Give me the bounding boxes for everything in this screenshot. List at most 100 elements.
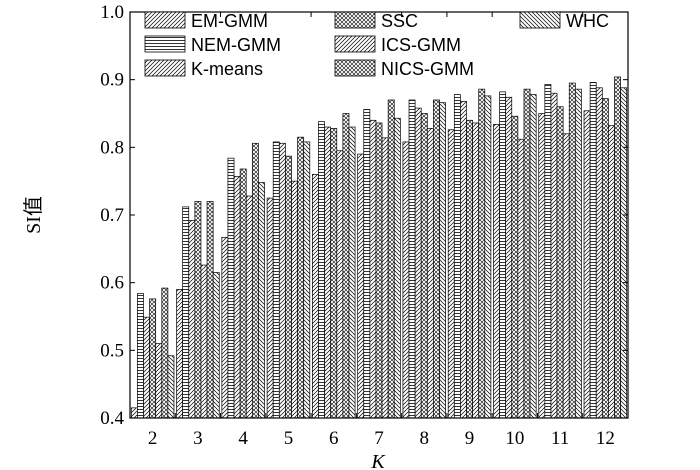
- bar-whc-k8: [439, 102, 446, 419]
- bar-whc-k4: [258, 182, 265, 419]
- bar-ics-gmm-k5: [291, 180, 298, 419]
- legend-label-ics-gmm: ICS-GMM: [381, 35, 461, 55]
- bar-ssc-k12: [601, 98, 609, 419]
- bar-ics-gmm-k4: [245, 195, 253, 419]
- bar-ics-gmm-k7: [381, 137, 389, 419]
- legend-swatch-ics-gmm: [334, 35, 376, 53]
- legend-swatch-k-means: [144, 59, 186, 77]
- bar-ssc-k5: [285, 155, 292, 419]
- bar-nem-gmm-k9: [453, 94, 461, 419]
- x-tick-label: 2: [148, 428, 158, 449]
- bar-ssc-k10: [511, 115, 519, 419]
- bar-ics-gmm-k8: [426, 128, 434, 419]
- bar-em-gmm-k4: [221, 236, 229, 419]
- x-tick-label: 8: [420, 428, 430, 449]
- x-tick-label: 6: [329, 428, 339, 449]
- legend-label-nics-gmm: NICS-GMM: [381, 59, 474, 79]
- bar-nem-gmm-k8: [408, 99, 416, 419]
- bar-ics-gmm-k2: [155, 343, 163, 419]
- bar-ics-gmm-k3: [200, 264, 208, 419]
- x-tick-label: 10: [505, 428, 524, 449]
- y-axis-label: SI值: [22, 196, 45, 234]
- bar-nics-gmm-k6: [342, 113, 350, 419]
- bar-whc-k6: [348, 126, 356, 419]
- bar-nem-gmm-k11: [544, 84, 552, 419]
- bar-em-gmm-k11: [538, 113, 546, 419]
- x-tick-label: 9: [465, 428, 475, 449]
- legend-label-whc: WHC: [566, 11, 609, 31]
- bar-em-gmm-k12: [583, 110, 591, 419]
- bar-ssc-k6: [330, 128, 338, 419]
- bar-ssc-k4: [239, 168, 247, 419]
- bar-nics-gmm-k11: [568, 82, 576, 419]
- legend-swatch-em-gmm: [144, 11, 186, 29]
- bar-nem-gmm-k10: [499, 91, 507, 419]
- bar-ssc-k11: [556, 106, 564, 419]
- x-tick-label: 7: [374, 428, 384, 449]
- bar-nem-gmm-k3: [182, 206, 190, 419]
- x-tick-label: 4: [238, 428, 248, 449]
- legend-swatch-nem-gmm: [144, 35, 186, 53]
- bar-k-means-k4: [233, 176, 241, 419]
- bar-whc-k3: [212, 272, 220, 419]
- bar-whc-k12: [620, 87, 628, 419]
- legend-swatch-whc: [519, 11, 561, 29]
- bar-em-gmm-k9: [447, 129, 455, 419]
- bar-nics-gmm-k9: [478, 88, 486, 419]
- bar-k-means-k7: [369, 119, 377, 419]
- bar-nem-gmm-k12: [589, 82, 597, 419]
- y-tick-label: 0.6: [100, 273, 124, 294]
- bar-em-gmm-k5: [266, 197, 274, 419]
- bar-em-gmm-k8: [402, 141, 410, 419]
- legend-label-k-means: K-means: [191, 59, 263, 79]
- bar-k-means-k8: [414, 107, 422, 419]
- bar-nem-gmm-k6: [318, 121, 325, 419]
- bar-nics-gmm-k8: [433, 99, 440, 419]
- bar-whc-k5: [303, 141, 311, 419]
- bar-whc-k2: [167, 355, 175, 419]
- bar-k-means-k11: [550, 92, 558, 419]
- bar-ssc-k2: [149, 298, 157, 419]
- y-tick-label: 0.9: [100, 70, 124, 91]
- bar-k-means-k2: [143, 316, 150, 419]
- bar-ics-gmm-k12: [608, 125, 615, 419]
- y-tick-label: 0.4: [100, 408, 124, 429]
- bar-ics-gmm-k10: [517, 138, 525, 419]
- bar-em-gmm-k6: [312, 174, 319, 419]
- bar-k-means-k9: [460, 100, 467, 419]
- legend-swatch-ssc: [334, 11, 376, 29]
- x-tick-label: 3: [193, 428, 203, 449]
- bar-nem-gmm-k5: [272, 141, 280, 419]
- bar-ssc-k7: [375, 122, 383, 419]
- y-tick-label: 0.7: [100, 205, 124, 226]
- bar-k-means-k12: [595, 87, 603, 419]
- bar-nics-gmm-k5: [297, 136, 305, 419]
- bar-em-gmm-k10: [493, 123, 500, 419]
- bar-ics-gmm-k11: [562, 133, 570, 419]
- bar-em-gmm-k3: [176, 289, 184, 419]
- y-tick-label: 0.8: [100, 137, 124, 158]
- legend-label-em-gmm: EM-GMM: [191, 11, 268, 31]
- bar-k-means-k6: [324, 126, 332, 419]
- legend-swatch-nics-gmm: [334, 59, 376, 77]
- x-tick-label: 11: [551, 428, 569, 449]
- bar-whc-k10: [529, 94, 537, 419]
- legend: EM-GMM NEM-GMM K-means SSC ICS-GMM NICS-GMM WH…: [144, 11, 609, 79]
- bar-em-gmm-k2: [130, 407, 138, 419]
- bar-whc-k9: [484, 95, 492, 419]
- bar-nem-gmm-k2: [137, 293, 144, 419]
- bar-nics-gmm-k4: [251, 142, 259, 419]
- bar-k-means-k3: [188, 220, 196, 419]
- bar-k-means-k5: [278, 142, 286, 419]
- bar-k-means-k10: [505, 96, 513, 419]
- y-tick-label: 0.5: [100, 340, 124, 361]
- bar-ssc-k8: [420, 113, 428, 419]
- x-tick-label: 12: [596, 428, 615, 449]
- bar-em-gmm-k7: [357, 153, 365, 419]
- legend-label-nem-gmm: NEM-GMM: [191, 35, 281, 55]
- bar-whc-k11: [574, 88, 582, 419]
- plot-area: 0.4 0.5 0.6 0.7 0.8 0.9 1.0 2 3 4 5 6 7 8 9 10 11 12: [100, 2, 629, 449]
- bar-whc-k7: [393, 117, 401, 419]
- bar-ics-gmm-k6: [336, 150, 344, 419]
